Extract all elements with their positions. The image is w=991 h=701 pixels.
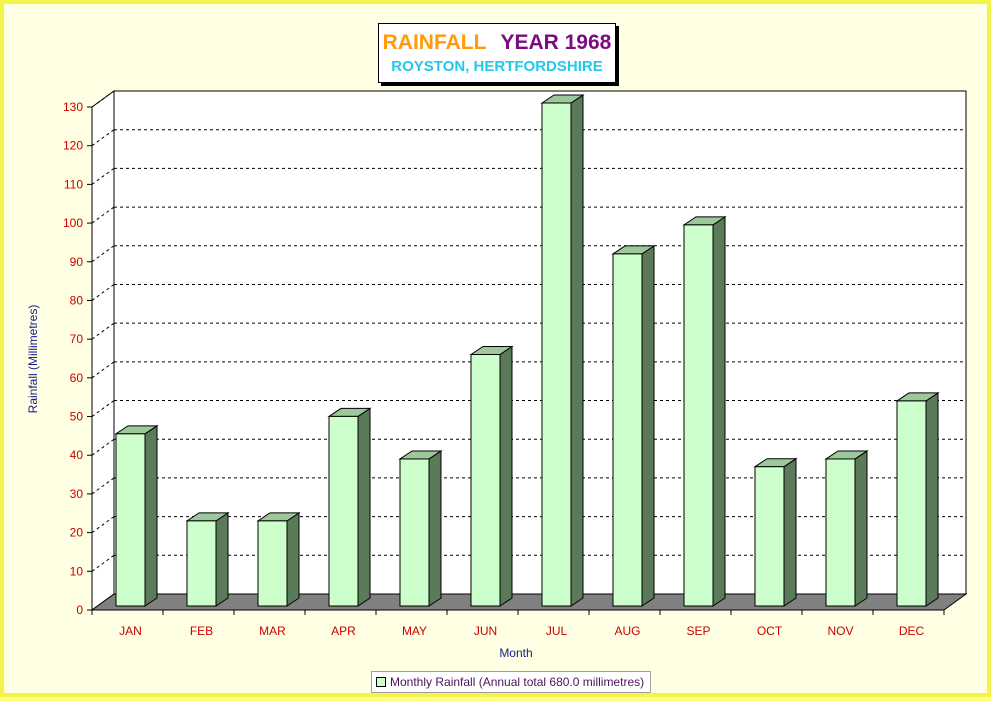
gridline-side — [91, 477, 115, 495]
bar-side — [641, 244, 655, 607]
legend-label: Monthly Rainfall (Annual total 680.0 mil… — [390, 675, 645, 689]
bar-front — [754, 466, 785, 607]
bar-side — [286, 511, 300, 607]
bar-side — [215, 511, 229, 607]
bar-front — [541, 102, 572, 607]
x-tick-labels: JAN FEB MAR APR MAY JUN JUL AUG SEP OCT NOV DEC — [119, 624, 924, 638]
chart-title: RAINFALL — [382, 31, 487, 54]
y-tick-label: 10 — [70, 564, 84, 578]
bar-front — [683, 224, 714, 607]
bar-jul — [540, 94, 585, 607]
bar-may — [398, 450, 443, 607]
gridline-side — [91, 245, 115, 263]
bar-jun — [469, 345, 514, 607]
gridline-side — [91, 361, 115, 379]
y-tick-label: 0 — [76, 603, 83, 617]
bar-front — [328, 415, 359, 607]
bar-aug — [611, 244, 656, 607]
bar-side — [783, 457, 797, 607]
gridline-side — [91, 438, 115, 456]
title-line: RAINFALL YEAR 1968 — [379, 31, 615, 55]
y-tick-label: 120 — [63, 139, 83, 153]
y-tick-label: 70 — [70, 332, 84, 346]
bar-sep — [682, 215, 727, 607]
bar-feb — [185, 511, 230, 607]
bar-side — [428, 450, 442, 607]
bar-side — [570, 94, 584, 607]
bar-nov — [824, 450, 869, 607]
chart-subtitle: ROYSTON, HERTFORDSHIRE — [391, 58, 603, 75]
bar-apr — [327, 407, 372, 607]
gridline-side — [91, 206, 115, 224]
y-tick-label: 100 — [63, 216, 83, 230]
bar-front — [257, 520, 288, 607]
y-tick-label: 30 — [70, 487, 84, 501]
bars — [114, 94, 940, 607]
bar-front — [470, 354, 501, 607]
bar-front — [399, 458, 430, 607]
x-tick-label: AUG — [614, 624, 640, 638]
x-axis-title: Month — [499, 646, 532, 660]
gridline-side — [91, 284, 115, 301]
bar-front — [896, 400, 927, 607]
x-tick-label: FEB — [190, 624, 213, 638]
x-tick-label: NOV — [827, 624, 853, 638]
gridline-side — [91, 516, 115, 534]
bar-side — [499, 345, 513, 607]
bar-oct — [753, 457, 798, 607]
bar-side — [925, 391, 939, 607]
gridline-side — [91, 322, 115, 340]
x-tick-label: DEC — [899, 624, 925, 638]
bar-front — [186, 520, 217, 607]
gridlines — [91, 90, 966, 572]
bar-dec — [895, 391, 940, 607]
x-tick-label: MAY — [402, 624, 427, 638]
gridline-side — [91, 167, 115, 185]
side-wall — [91, 90, 115, 611]
x-tick-label: MAR — [259, 624, 286, 638]
bar-side — [712, 215, 726, 607]
y-tick-label: 110 — [64, 177, 83, 191]
legend: Monthly Rainfall (Annual total 680.0 mil… — [371, 671, 652, 693]
y-tick-label: 40 — [70, 448, 84, 462]
x-tick-label: JAN — [119, 624, 142, 638]
legend-swatch — [376, 677, 386, 687]
y-tick-label: 130 — [63, 100, 83, 114]
bar-front — [115, 433, 146, 607]
bar-front — [612, 253, 643, 607]
x-tick-label: SEP — [686, 624, 710, 638]
axes — [87, 106, 945, 615]
y-tick-label: 80 — [70, 293, 84, 307]
y-tick-label: 90 — [70, 255, 84, 269]
chart-title-year: YEAR 1968 — [500, 31, 612, 54]
x-tick-label: JUN — [474, 624, 497, 638]
y-tick-labels: 0 10 20 30 40 50 60 70 80 90 100 110 120 130 — [63, 100, 83, 617]
bar-side — [854, 450, 868, 607]
bar-mar — [256, 511, 301, 607]
bar-side — [357, 407, 371, 607]
y-axis-title: Rainfall (Millimetres) — [26, 305, 40, 414]
bar-jan — [114, 424, 159, 607]
title-box: RAINFALL YEAR 1968 ROYSTON, HERTFORDSHIRE — [378, 23, 616, 83]
y-tick-label: 60 — [70, 371, 84, 385]
y-tick-label: 20 — [70, 526, 84, 540]
x-tick-label: JUL — [546, 624, 568, 638]
bar-chart: 0 10 20 30 40 50 60 70 80 90 100 110 120 130 JAN FEB MA… — [26, 90, 968, 660]
y-tick-label: 50 — [70, 410, 84, 424]
x-tick-label: OCT — [757, 624, 783, 638]
plot-walls — [91, 90, 967, 611]
bar-front — [825, 458, 856, 607]
x-tick-label: APR — [331, 624, 356, 638]
gridline-side — [91, 90, 115, 108]
gridline-side — [91, 554, 115, 572]
gridline-side — [91, 129, 115, 147]
bar-side — [144, 424, 158, 607]
gridline-side — [91, 400, 115, 417]
